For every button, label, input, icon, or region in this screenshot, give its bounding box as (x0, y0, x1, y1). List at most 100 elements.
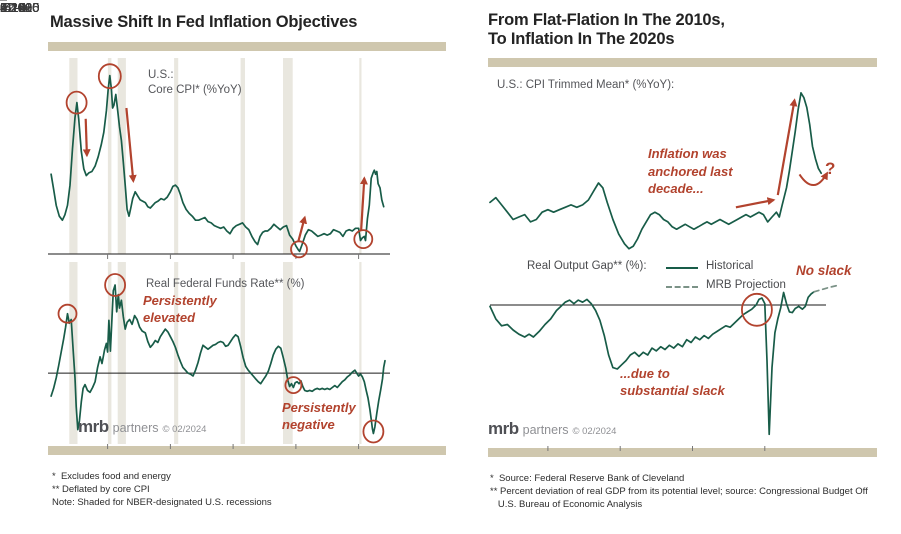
annotation-due-to-slack: ...due to substantial slack (620, 366, 725, 398)
y-tick-label: 4 (0, 0, 8, 15)
x-tick-label: 2015 (10, 0, 40, 15)
series-mrb-projection (813, 284, 840, 293)
mrb-brand: mrb (78, 417, 109, 436)
mrb-copyright: © 02/2024 (162, 424, 207, 435)
y-tick-label: 5 (18, 0, 26, 15)
series-historical (489, 290, 815, 436)
mrb-partners-label: partners (112, 421, 159, 435)
trend-arrow (359, 176, 368, 232)
left-bottom-accent-bar (48, 446, 446, 455)
highlight-circle (65, 90, 88, 115)
trend-arrow (776, 98, 798, 196)
highlight-circle (57, 303, 78, 324)
highlight-circle (353, 229, 374, 250)
highlight-circle (284, 376, 303, 394)
right-bottom-accent-bar (488, 448, 877, 457)
series-real-federal-funds-rate- (50, 284, 386, 435)
core-cpi-chart (48, 58, 390, 259)
real-output-gap-chart (489, 284, 840, 451)
left-title-underline-bar (48, 42, 446, 51)
recession-band (174, 58, 179, 254)
recession-band (359, 58, 362, 254)
mrb-logo-right: mrb partners © 02/2024 (488, 419, 616, 439)
highlight-circle (362, 419, 385, 444)
annotation-no-slack: No slack (796, 263, 852, 278)
y-tick-label: 8 (18, 0, 26, 15)
x-tick-label: 2005 (10, 0, 40, 15)
y-tick-label: 4 (0, 0, 8, 15)
trend-arrow (82, 118, 91, 158)
right-footnote-1: * Source: Federal Reserve Bank of Clevel… (490, 473, 685, 484)
core-cpi-chart-label: U.S.: Core CPI* (%YoY) (148, 69, 242, 96)
y-tick-label: -4 (14, 0, 26, 15)
tick-dash (0, 0, 7, 1)
mrb-logo-left: mrb partners © 02/2024 (78, 417, 206, 437)
recession-band (117, 58, 126, 254)
cpi-trimmed-mean-chart (489, 92, 828, 250)
trend-arrow (125, 107, 137, 183)
recession-band (117, 262, 126, 444)
y-tick-label: 0 (18, 0, 26, 15)
annotation-inflation-anchored: Inflation was anchored last decade... (648, 146, 733, 196)
y-tick-label: 4 (18, 0, 26, 15)
legend-historical-label: Historical (706, 260, 754, 272)
recession-band (107, 58, 112, 254)
y-tick-label: 12 (11, 0, 26, 15)
right-title-underline-bar (488, 58, 877, 67)
recession-band (283, 58, 293, 254)
x-tick-label: 2010 (10, 0, 40, 15)
y-tick-label: 8 (0, 0, 8, 15)
series-cpi-trimmed-mean-yoy- (489, 92, 823, 250)
left-panel-title: Massive Shift In Fed Inflation Objective… (50, 13, 358, 31)
y-tick-label: 6 (0, 0, 8, 15)
y-tick-label: 0 (0, 0, 8, 15)
uncertainty-question-mark: ? (825, 159, 836, 178)
y-tick-label: 12 (0, 0, 15, 15)
y-tick-label: -8 (14, 0, 26, 15)
y-tick-label: 2 (0, 0, 8, 15)
highlight-circle (104, 273, 126, 297)
left-footnote-3: Note: Shaded for NBER-designated U.S. re… (52, 497, 272, 508)
real-fed-funds-chart-label: Real Federal Funds Rate** (%) (146, 278, 305, 290)
highlight-circle (740, 292, 773, 327)
highlight-circle (97, 63, 122, 90)
trend-arrow (735, 197, 776, 209)
legend-solid-line-swatch (666, 267, 698, 269)
y-tick-label: -5 (14, 0, 26, 15)
x-tick-label: 2010 (10, 0, 40, 15)
series-core-cpi-yoy- (50, 74, 385, 253)
y-tick-label: 0 (18, 0, 26, 15)
legend-series-label: Real Output Gap** (%): (527, 260, 647, 272)
left-footnote-1: * Excludes food and energy (52, 471, 171, 482)
legend-projection-label: MRB Projection (706, 279, 786, 291)
y-tick-label: 5 (0, 0, 8, 15)
mrb-copyright: © 02/2024 (572, 426, 617, 437)
recession-band (174, 262, 179, 444)
y-tick-label: -5 (0, 0, 12, 15)
x-tick-label: 2000 (10, 0, 40, 15)
uncertainty-arc (798, 171, 828, 187)
y-tick-label: 4 (18, 0, 26, 15)
x-tick-label: 1990 (10, 0, 40, 15)
annotation-persistently-negative: Persistently negative (282, 400, 356, 432)
y-tick-label: -8 (0, 0, 12, 15)
x-tick-label: 2020 (10, 0, 40, 15)
y-tick-label: 2 (18, 0, 26, 15)
y-tick-label: 0 (0, 0, 8, 15)
legend-dashed-line-swatch (666, 286, 698, 288)
cpi-trimmed-mean-chart-label: U.S.: CPI Trimmed Mean* (%YoY): (497, 79, 675, 91)
recession-band (359, 262, 362, 444)
right-footnote-3: U.S. Bureau of Economic Analysis (490, 499, 643, 510)
recession-band (69, 58, 78, 254)
mrb-brand: mrb (488, 419, 519, 438)
real-fed-funds-chart (48, 262, 390, 449)
mrb-partners-label: partners (522, 423, 569, 437)
right-footnote-2: ** Percent deviation of real GDP from it… (490, 486, 868, 497)
recession-band (240, 58, 245, 254)
recession-band (107, 262, 112, 444)
right-panel-title: From Flat-Flation In The 2010s, To Infla… (488, 11, 725, 48)
recession-band (283, 262, 293, 444)
y-tick-label: -4 (0, 0, 12, 15)
x-tick-label: 1980 (10, 0, 40, 15)
